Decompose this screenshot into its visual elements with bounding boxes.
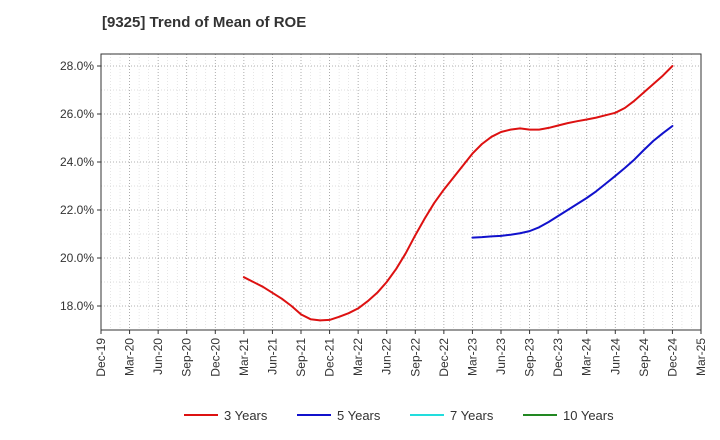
x-axis: Dec-19 Mar-20 Jun-20 Sep-20 Dec-20 Mar-21 Jun-… — [94, 330, 708, 377]
x-tick-label: Jun-20 — [151, 338, 165, 375]
x-tick-label: Mar-22 — [351, 338, 365, 376]
series-lines — [242, 65, 674, 322]
x-tick-label: Sep-24 — [637, 338, 651, 377]
x-tick-label: Dec-23 — [551, 338, 565, 377]
y-tick-label: 28.0% — [60, 59, 94, 73]
x-tick-label: Jun-22 — [380, 338, 394, 375]
x-tick-label: Jun-23 — [494, 338, 508, 375]
x-tick-label: Mar-25 — [694, 338, 708, 376]
legend-label-5-years: 5 Years — [337, 408, 381, 423]
x-tick-label: Sep-23 — [523, 338, 537, 377]
x-tick-label: Mar-21 — [237, 338, 251, 376]
x-tick-label: Sep-22 — [408, 338, 422, 377]
x-tick-label: Dec-19 — [94, 338, 108, 377]
grid-lines — [101, 54, 701, 330]
x-tick-label: Mar-23 — [465, 338, 479, 376]
chart-title: [9325] Trend of Mean of ROE — [102, 14, 307, 31]
y-tick-label: 26.0% — [60, 107, 94, 121]
x-tick-label: Sep-21 — [294, 338, 308, 377]
legend: 3 Years 5 Years 7 Years 10 Years — [184, 408, 614, 423]
x-tick-label: Dec-20 — [208, 338, 222, 377]
y-tick-label: 22.0% — [60, 203, 94, 217]
x-tick-label: Jun-24 — [608, 338, 622, 375]
legend-label-10-years: 10 Years — [563, 408, 614, 423]
x-tick-label: Sep-20 — [180, 338, 194, 377]
x-tick-label: Dec-22 — [437, 338, 451, 377]
series-line-5-years — [471, 125, 674, 239]
x-tick-label: Jun-21 — [265, 338, 279, 375]
x-tick-label: Mar-24 — [580, 338, 594, 376]
plot-background — [101, 54, 701, 330]
y-tick-label: 18.0% — [60, 299, 94, 313]
legend-label-3-years: 3 Years — [224, 408, 268, 423]
x-tick-label: Mar-20 — [123, 338, 137, 376]
legend-label-7-years: 7 Years — [450, 408, 494, 423]
series-line-3-years — [242, 65, 674, 322]
x-tick-label: Dec-24 — [665, 338, 679, 377]
y-tick-label: 24.0% — [60, 155, 94, 169]
y-tick-label: 20.0% — [60, 251, 94, 265]
x-tick-label: Dec-21 — [323, 338, 337, 377]
y-axis: 18.0% 20.0% 22.0% 24.0% 26.0% 28.0% — [60, 59, 101, 313]
plot-frame — [100, 53, 702, 331]
